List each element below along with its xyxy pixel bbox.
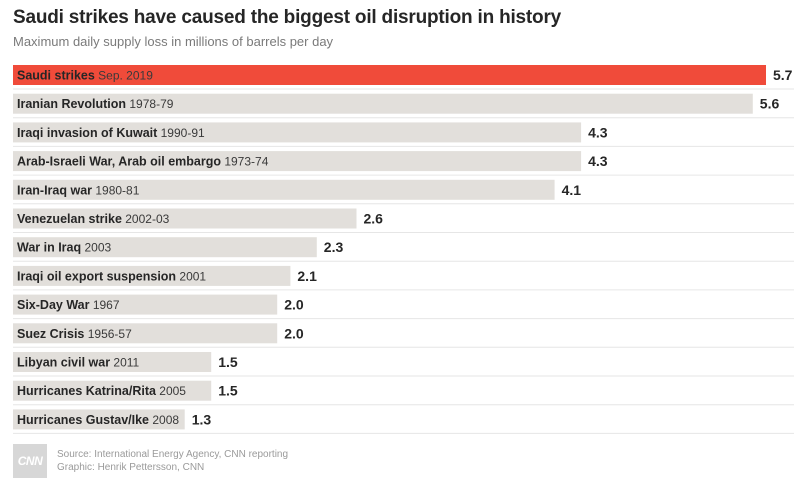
bar-value-label: 5.6	[760, 96, 780, 112]
category-name: War in Iraq	[17, 241, 81, 255]
bar-category-label: Iranian Revolution 1978-79	[17, 97, 174, 111]
bar	[13, 294, 278, 315]
bar	[13, 93, 753, 114]
category-period: 1980-81	[92, 183, 140, 197]
category-name: Hurricanes Katrina/Rita	[17, 384, 157, 398]
source-note: Source: International Energy Agency, CNN…	[57, 449, 288, 474]
category-period: 1967	[89, 298, 119, 312]
chart-title: Saudi strikes have caused the biggest oi…	[13, 7, 562, 28]
bar-category-label: Six-Day War 1967	[17, 298, 120, 312]
bar-value-label: 2.0	[284, 297, 304, 313]
category-name: Iraqi oil export suspension	[17, 269, 176, 283]
bar	[13, 65, 766, 85]
bar	[13, 380, 212, 401]
category-name: Saudi strikes	[17, 69, 95, 83]
bar-value-label: 2.1	[297, 268, 317, 284]
bar-value-label: 4.3	[588, 153, 608, 169]
bar-value-label: 4.1	[562, 182, 582, 198]
bar	[13, 151, 582, 172]
category-period: 2005	[156, 384, 186, 398]
category-period: 1956-57	[84, 327, 132, 341]
bar	[13, 179, 555, 200]
category-period: 1973-74	[221, 155, 269, 169]
bar	[13, 265, 291, 286]
bar-category-label: Suez Crisis 1956-57	[17, 327, 132, 341]
category-name: Hurricanes Gustav/Ike	[17, 413, 149, 427]
category-period: 2002-03	[122, 212, 170, 226]
bar-category-label: Libyan civil war 2011	[17, 356, 140, 370]
bar	[13, 323, 278, 344]
category-name: Iran-Iraq war	[17, 183, 92, 197]
category-period: 1978-79	[126, 97, 174, 111]
bar-category-label: Hurricanes Katrina/Rita 2005	[17, 384, 186, 398]
category-name: Arab-Israeli War, Arab oil embargo	[17, 155, 221, 169]
bar-category-label: War in Iraq 2003	[17, 241, 111, 255]
bar-category-label: Arab-Israeli War, Arab oil embargo 1973-…	[17, 155, 269, 169]
category-period: 2001	[176, 269, 206, 283]
cnn-logo: CNN	[13, 444, 47, 478]
bar	[13, 409, 185, 430]
bar-value-label: 5.7	[773, 67, 793, 83]
bar-value-label: 2.0	[284, 325, 304, 341]
category-period: 2011	[110, 356, 139, 370]
bar-value-label: 1.5	[218, 383, 238, 399]
bar-value-label: 2.3	[324, 239, 344, 255]
chart-subtitle: Maximum daily supply loss in millions of…	[13, 34, 334, 49]
bar	[13, 237, 317, 258]
category-period: 2008	[149, 413, 179, 427]
category-period: Sep. 2019	[95, 69, 153, 83]
category-name: Iranian Revolution	[17, 97, 126, 111]
bar-value-label: 4.3	[588, 124, 608, 140]
category-name: Libyan civil war	[17, 356, 110, 370]
source-text: Source: International Energy Agency, CNN…	[57, 449, 289, 460]
graphic-credit: Graphic: Henrik Pettersson, CNN	[57, 461, 205, 473]
category-name: Suez Crisis	[17, 327, 84, 341]
bar	[13, 208, 357, 229]
bar-category-label: Iraqi invasion of Kuwait 1990-91	[17, 126, 205, 140]
bar-category-label: Iraqi oil export suspension 2001	[17, 269, 206, 283]
category-name: Six-Day War	[17, 298, 90, 312]
bar-category-label: Iran-Iraq war 1980-81	[17, 183, 140, 197]
bar-value-label: 1.5	[218, 354, 238, 370]
bar-category-label: Venezuelan strike 2002-03	[17, 212, 170, 226]
bar-category-label: Hurricanes Gustav/Ike 2008	[17, 413, 179, 427]
bar	[13, 122, 582, 143]
category-name: Venezuelan strike	[17, 212, 122, 226]
category-period: 1990-91	[157, 126, 205, 140]
bar	[13, 352, 212, 372]
category-period: 2003	[81, 241, 111, 255]
bar-category-label: Saudi strikes Sep. 2019	[17, 69, 153, 83]
category-name: Iraqi invasion of Kuwait	[17, 126, 158, 140]
bar-value-label: 2.6	[364, 211, 384, 227]
bar-value-label: 1.3	[192, 411, 212, 427]
bar-chart: Saudi strikes Sep. 2019 5.7 Iranian Revolu…	[13, 65, 794, 434]
